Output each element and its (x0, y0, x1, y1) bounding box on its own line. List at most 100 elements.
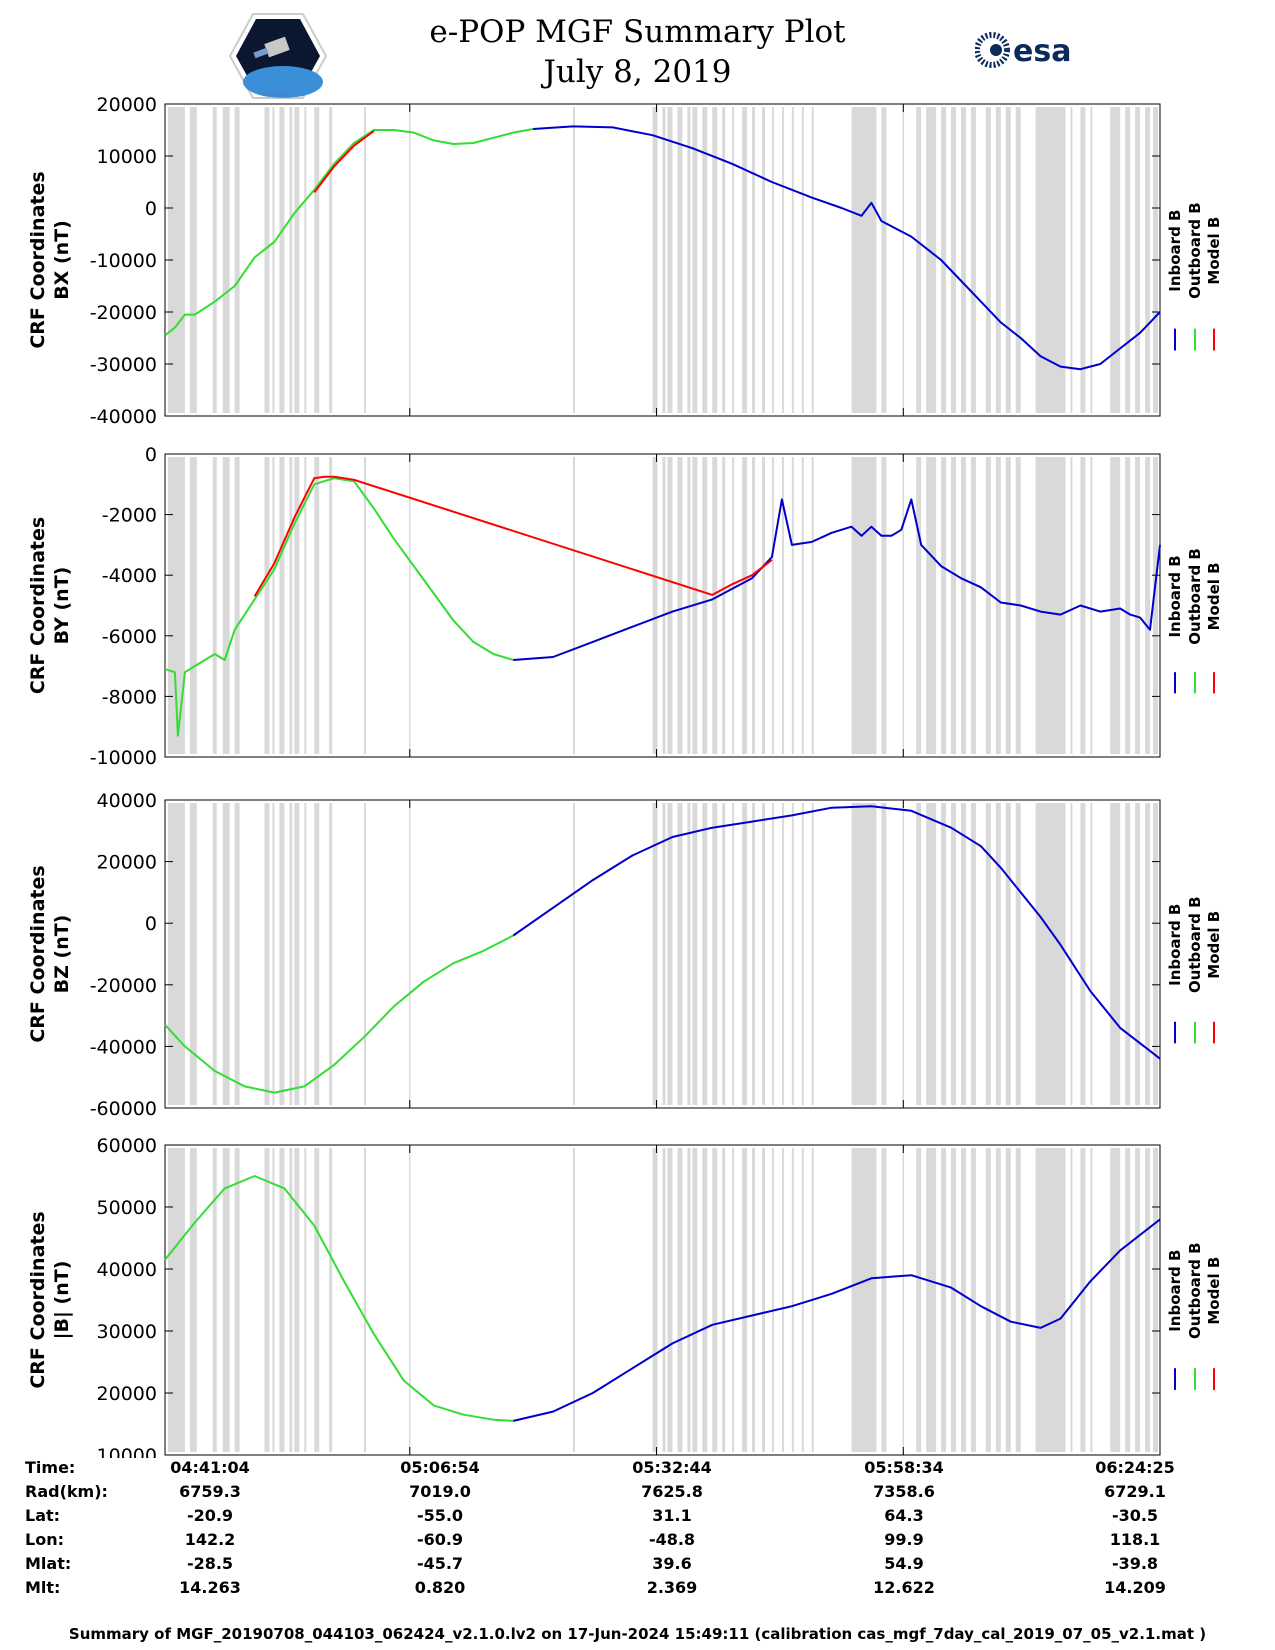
shade-band (652, 803, 658, 1105)
shade-band (212, 457, 217, 754)
shade-band (926, 107, 937, 413)
shade-band (677, 1148, 683, 1452)
shade-band (722, 803, 726, 1105)
shade-band (1125, 1148, 1131, 1452)
shade-band (304, 803, 307, 1105)
shade-band (1080, 1148, 1086, 1452)
table-cell: -20.9 (186, 1506, 234, 1525)
shade-band (294, 1148, 300, 1452)
shade-band (687, 457, 691, 754)
shade-band (771, 803, 774, 1105)
table-cell: 04:41:04 (170, 1458, 250, 1477)
table-cell: 14.263 (179, 1578, 241, 1597)
shade-band (941, 457, 947, 754)
shade-band (687, 1148, 691, 1452)
table-cell: 118.1 (1109, 1530, 1161, 1549)
shade-band (781, 107, 784, 413)
shade-band (667, 1148, 673, 1452)
shade-band (289, 803, 293, 1105)
shade-band (851, 803, 877, 1105)
shade-band (572, 107, 575, 413)
chart-title: e-POP MGF Summary Plot (429, 14, 846, 50)
y-tick-label: 40000 (97, 1259, 157, 1281)
shade-band (1035, 803, 1066, 1105)
shade-band (970, 803, 976, 1105)
table-cell: 6759.3 (179, 1482, 241, 1501)
shade-band (916, 107, 922, 413)
row-label: Mlt: (25, 1578, 61, 1597)
y-tick-label: -4000 (102, 565, 157, 587)
shade-band (1080, 803, 1086, 1105)
shade-band (1135, 457, 1141, 754)
shade-band (712, 107, 718, 413)
shade-band (1015, 1148, 1021, 1452)
shade-band (1090, 1148, 1093, 1452)
table-row: Lat: -20.9 -55.0 31.1 64.3 -30.5 (0, 1506, 1275, 1530)
shade-band (985, 803, 991, 1105)
shade-band (304, 457, 307, 754)
shade-band (1110, 107, 1121, 413)
shade-band (1015, 107, 1021, 413)
shade-band (1070, 107, 1073, 413)
legend-label: Model B (1205, 562, 1223, 630)
shade-band (572, 1148, 575, 1452)
y-tick-label: 20000 (97, 852, 157, 874)
shade-band (995, 457, 1001, 754)
shade-band (1090, 107, 1093, 413)
shade-band (289, 457, 293, 754)
shade-band (189, 803, 197, 1105)
shade-band (167, 803, 185, 1105)
shade-band (1015, 803, 1021, 1105)
shade-band (951, 1148, 957, 1452)
series-line-outboard-b (164, 934, 514, 1094)
table-cell: 05:06:54 (400, 1458, 480, 1477)
series-line-outboard-b (164, 1175, 514, 1422)
shade-band (1090, 803, 1093, 1105)
shade-band (1135, 803, 1141, 1105)
shade-band (742, 107, 748, 413)
shade-band (667, 107, 673, 413)
y-tick-label: -2000 (102, 505, 157, 527)
shade-band (677, 803, 683, 1105)
legend-label: Outboard B (1186, 548, 1204, 645)
shade-band (771, 457, 774, 754)
esa-logo-text: esa (1013, 34, 1071, 69)
series-line-model-b (313, 130, 375, 194)
table-cell: -60.9 (416, 1530, 464, 1549)
shade-band (752, 803, 756, 1105)
row-label: Time: (25, 1458, 76, 1477)
shade-band (742, 1148, 748, 1452)
shade-band (702, 803, 708, 1105)
shade-band (1035, 1148, 1066, 1452)
shade-band (222, 457, 230, 754)
shade-band (961, 457, 966, 754)
shade-band (572, 803, 575, 1105)
shade-band (1153, 457, 1159, 754)
legend-label: Outboard B (1186, 896, 1204, 993)
shade-band (304, 1148, 307, 1452)
y-tick-label: 10000 (97, 1445, 157, 1458)
shade-band (329, 1148, 333, 1452)
shade-band (722, 1148, 726, 1452)
shade-band (272, 1148, 275, 1452)
shade-band (364, 1148, 366, 1452)
shade-band (279, 1148, 285, 1452)
shade-band (881, 803, 887, 1105)
y-tick-label: 60000 (97, 1135, 157, 1157)
shade-band (234, 107, 240, 413)
shade-band (851, 1148, 877, 1452)
shade-band (791, 1148, 794, 1452)
row-label: Mlat: (25, 1554, 72, 1573)
y-tick-label: -20000 (90, 302, 157, 324)
shade-band (364, 803, 366, 1105)
y-tick-label: 0 (145, 913, 157, 935)
shade-band (781, 803, 784, 1105)
esa-logo: esa (975, 32, 1071, 69)
shade-band (304, 107, 307, 413)
shade-band (732, 1148, 735, 1452)
shade-band (851, 107, 877, 413)
shade-band (294, 107, 300, 413)
shade-band (314, 1148, 320, 1452)
shade-band (916, 1148, 922, 1452)
shade-band (791, 107, 794, 413)
